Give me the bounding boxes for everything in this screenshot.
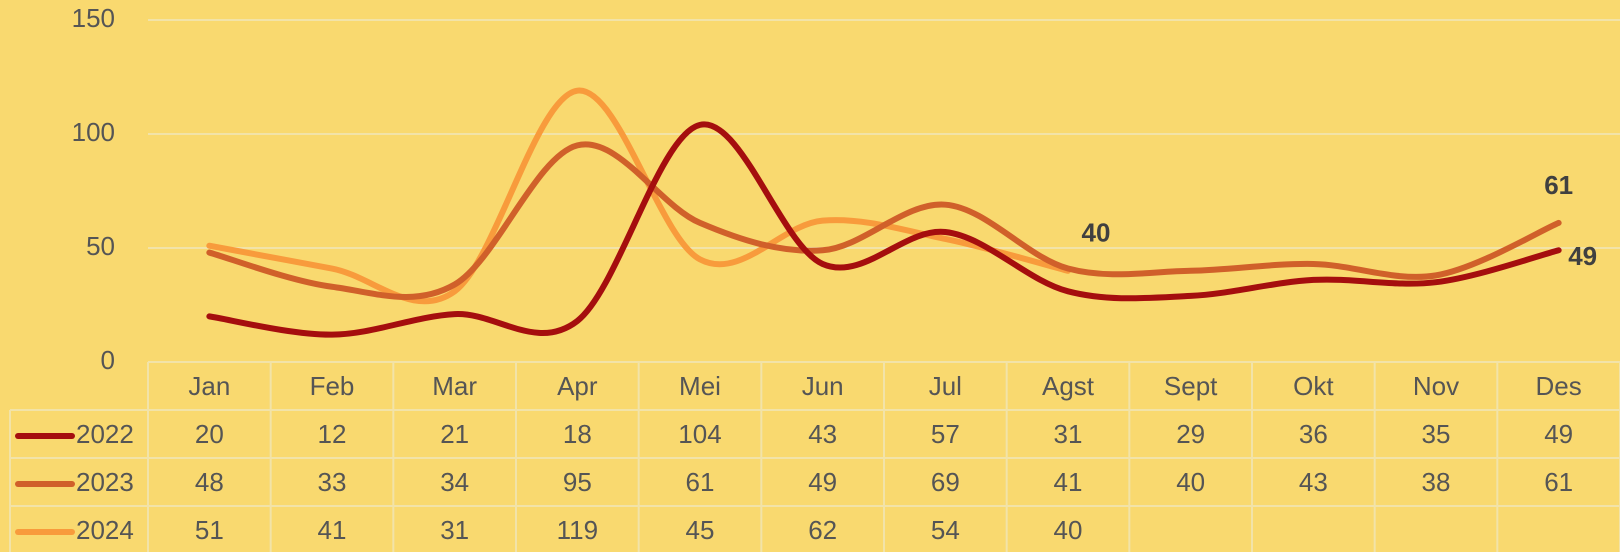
table-cell: 31: [1054, 419, 1083, 449]
data-label: 61: [1544, 170, 1573, 200]
x-tick-label: Sept: [1164, 371, 1218, 401]
x-tick-label: Jan: [188, 371, 230, 401]
x-tick-label: Feb: [310, 371, 355, 401]
x-tick-label: Agst: [1042, 371, 1095, 401]
table-cell: 36: [1299, 419, 1328, 449]
table-cell: 51: [195, 515, 224, 545]
table-cell: 38: [1422, 467, 1451, 497]
y-tick-label: 100: [72, 117, 115, 147]
table-cell: 104: [678, 419, 721, 449]
table-cell: 29: [1176, 419, 1205, 449]
table-cell: 41: [1054, 467, 1083, 497]
line-series: [206, 141, 1562, 300]
table-cell: 40: [1054, 515, 1083, 545]
x-tick-label: Apr: [557, 371, 598, 401]
table-cell: 41: [318, 515, 347, 545]
x-tick-label: Mar: [432, 371, 477, 401]
table-cell: 95: [563, 467, 592, 497]
table-cell: 57: [931, 419, 960, 449]
table-cell: 45: [686, 515, 715, 545]
x-tick-label: Jul: [929, 371, 962, 401]
y-tick-label: 150: [72, 3, 115, 33]
legend-label: 2023: [76, 467, 134, 497]
table-cell: 62: [808, 515, 837, 545]
table-cell: 33: [318, 467, 347, 497]
x-tick-label: Mei: [679, 371, 721, 401]
table-cell: 31: [440, 515, 469, 545]
data-label: 49: [1568, 241, 1597, 271]
table-cell: 49: [1544, 419, 1573, 449]
table-cell: 43: [808, 419, 837, 449]
table-cell: 43: [1299, 467, 1328, 497]
table-cell: 34: [440, 467, 469, 497]
line-series: [206, 87, 1071, 305]
table-cell: 12: [318, 419, 347, 449]
legend-label: 2024: [76, 515, 134, 545]
line-series: [206, 121, 1562, 338]
table-cell: 21: [440, 419, 469, 449]
legend-label: 2022: [76, 419, 134, 449]
x-tick-label: Okt: [1293, 371, 1334, 401]
table-cell: 20: [195, 419, 224, 449]
table-cell: 61: [686, 467, 715, 497]
table-cell: 69: [931, 467, 960, 497]
x-tick-label: Nov: [1413, 371, 1459, 401]
y-tick-label: 0: [101, 345, 115, 375]
table-cell: 49: [808, 467, 837, 497]
data-label: 40: [1082, 218, 1111, 248]
x-tick-label: Des: [1536, 371, 1582, 401]
table-cell: 48: [195, 467, 224, 497]
x-tick-label: Jun: [802, 371, 844, 401]
y-tick-label: 50: [86, 231, 115, 261]
table-cell: 61: [1544, 467, 1573, 497]
table-cell: 54: [931, 515, 960, 545]
table-cell: 35: [1422, 419, 1451, 449]
table-cell: 119: [557, 515, 598, 545]
table-cell: 18: [563, 419, 592, 449]
table-cell: 40: [1176, 467, 1205, 497]
